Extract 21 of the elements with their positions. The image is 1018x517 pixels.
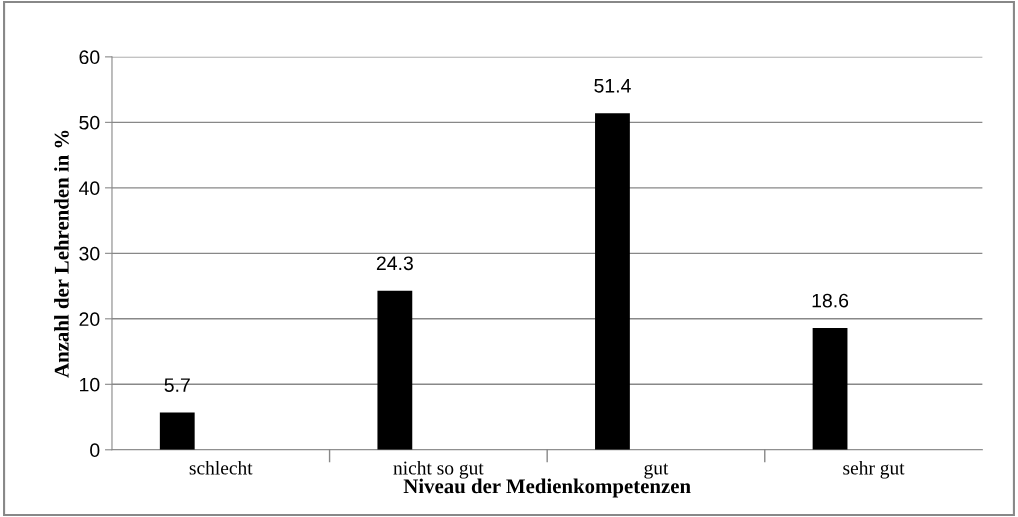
x-axis-title: Niveau der Medienkompetenzen [403,478,691,498]
x-tick-label: gut [644,463,669,479]
y-tick-label: 50 [79,115,100,130]
data-label: 5.7 [164,378,190,392]
bar [812,327,848,450]
data-label: 51.4 [594,79,631,93]
y-tick-label: 10 [80,377,100,392]
y-tick-label: 30 [79,246,100,261]
x-tick-label: sehr gut [843,460,905,479]
x-tick-label: schlecht [189,460,253,475]
y-tick-label: 20 [79,312,100,327]
bar [377,290,413,450]
bar [595,113,630,450]
bar [159,412,195,450]
y-tick-label: 0 [90,443,100,458]
y-axis-title: Anzahl der Lehrenden in % [54,130,69,378]
y-tick-label: 40 [79,181,100,196]
y-tick-label: 60 [79,50,100,65]
x-tick-label: nicht so gut [393,460,484,479]
data-label: 24.3 [376,256,413,271]
data-label: 18.6 [812,293,849,308]
